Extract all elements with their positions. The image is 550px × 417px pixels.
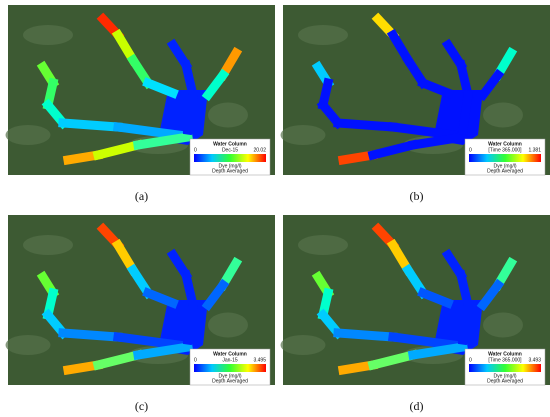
river-segment <box>111 28 140 67</box>
map-panel: Water Column 0 Dec-15 20.02 Dye (mg/l)Depth … <box>5 5 275 176</box>
legend-note: Depth Averaged <box>212 168 248 174</box>
river-segment <box>387 331 459 351</box>
map-panel: Water Column 0 Jan-15 3.495 Dye (mg/l)Depth … <box>5 215 275 386</box>
river-segment <box>476 68 505 102</box>
legend-note: Depth Averaged <box>487 168 523 174</box>
river-segment <box>367 349 419 371</box>
legend-min: 0 <box>469 147 472 153</box>
river-segment <box>337 149 379 166</box>
river-segment <box>387 121 459 141</box>
panel-label: (d) <box>410 399 424 413</box>
legend-min: 0 <box>194 357 197 363</box>
panel-label: (c) <box>135 399 148 413</box>
river-segment <box>407 341 469 361</box>
river-segment <box>417 77 454 99</box>
legend-title: Water Column <box>488 141 522 147</box>
legend-title: Water Column <box>213 351 247 357</box>
panel-label: (b) <box>410 189 424 203</box>
river-segment <box>132 341 194 361</box>
legend-max: 3.495 <box>253 357 266 363</box>
river-segment <box>112 121 184 141</box>
legend-colorbar <box>469 154 541 162</box>
legend-colorbar <box>469 364 541 372</box>
river-segment <box>180 269 199 311</box>
legend-title: Water Column <box>213 141 247 147</box>
legend-max: 1.381 <box>528 147 541 153</box>
river-segment <box>58 328 123 342</box>
legend-unit: Dye (mg/l) <box>218 373 241 379</box>
terrain <box>483 102 523 128</box>
legend-min: 0 <box>469 357 472 363</box>
river-segment <box>182 299 199 346</box>
legend-time: Dec-15 <box>222 147 238 153</box>
terrain <box>280 125 326 145</box>
river-segment <box>457 299 474 346</box>
river-segment <box>92 139 144 161</box>
river-segment <box>112 331 184 351</box>
legend-time: [Time 365.000] <box>488 357 522 363</box>
river-segment <box>201 68 230 102</box>
legend-unit: Dye (mg/l) <box>218 163 241 169</box>
map-panel: Water Column 0 [Time 365.000] 3.493 Dye (mg/… <box>280 215 550 386</box>
river-segment <box>180 59 199 101</box>
legend-colorbar <box>194 154 266 162</box>
legend-colorbar <box>194 364 266 372</box>
legend-unit: Dye (mg/l) <box>493 373 516 379</box>
terrain <box>298 235 348 255</box>
terrain <box>208 312 248 338</box>
legend-title: Water Column <box>488 351 522 357</box>
river-segment <box>62 149 104 166</box>
river-segment <box>132 131 194 151</box>
river-segment <box>62 359 104 376</box>
legend-min: 0 <box>194 147 197 153</box>
terrain <box>483 312 523 338</box>
river-segment <box>457 89 474 136</box>
river-segment <box>142 287 179 309</box>
map-panel: Water Column 0 [Time 365.000] 1.381 Dye (mg/… <box>280 5 550 176</box>
river-segment <box>417 287 454 309</box>
river-segment <box>407 131 469 151</box>
terrain <box>5 335 51 355</box>
river-segment <box>455 59 474 101</box>
river-segment <box>182 89 199 136</box>
terrain <box>23 25 73 45</box>
river-segment <box>333 328 398 342</box>
river-segment <box>58 118 123 132</box>
terrain <box>208 102 248 128</box>
legend-unit: Dye (mg/l) <box>493 163 516 169</box>
river-segment <box>367 139 419 161</box>
river-segment <box>111 238 140 277</box>
legend-max: 20.02 <box>253 147 266 153</box>
legend-time: Jan-15 <box>222 357 238 363</box>
terrain <box>298 25 348 45</box>
legend-note: Depth Averaged <box>487 378 523 384</box>
legend-max: 3.493 <box>528 357 541 363</box>
river-segment <box>386 28 415 67</box>
river-segment <box>201 278 230 312</box>
river-segment <box>333 118 398 132</box>
panel-label: (a) <box>135 189 148 203</box>
river-segment <box>386 238 415 277</box>
river-segment <box>455 269 474 311</box>
river-segment <box>142 77 179 99</box>
river-segment <box>92 349 144 371</box>
terrain <box>5 125 51 145</box>
terrain <box>23 235 73 255</box>
terrain <box>280 335 326 355</box>
river-segment <box>337 359 379 376</box>
legend-note: Depth Averaged <box>212 378 248 384</box>
legend-time: [Time 365.000] <box>488 147 522 153</box>
river-segment <box>476 278 505 312</box>
